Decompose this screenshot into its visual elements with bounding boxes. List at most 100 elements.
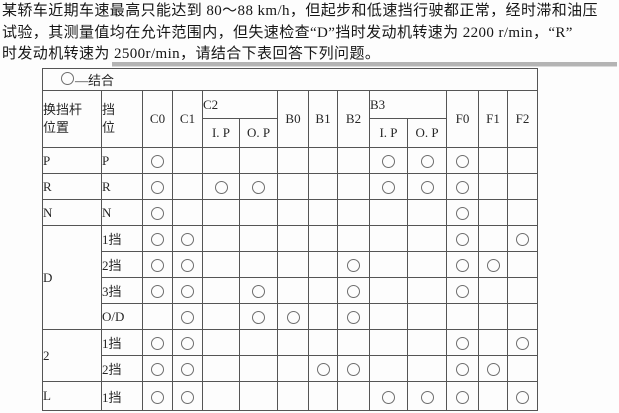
engaged-mark-cell <box>142 225 173 252</box>
engaged-mark-cell <box>202 173 240 200</box>
engaged-mark-cell <box>172 277 203 304</box>
table-row: D 1挡 <box>42 225 538 330</box>
engaged-circle-icon <box>347 363 360 377</box>
problem-line-2: 试验，其测量值均在允许范围内，但失速检查“D”挡时发动机转速为 2200 r/m… <box>2 24 573 41</box>
engaged-mark-cell <box>239 173 278 200</box>
engaged-circle-icon <box>420 181 434 195</box>
lever-cell: L <box>42 381 102 411</box>
empty-mark-cell <box>507 199 538 226</box>
empty-mark-cell <box>407 251 447 278</box>
engaged-circle-icon <box>151 207 164 221</box>
gear-cell: 2挡 <box>101 355 143 382</box>
gear-cell: 3挡 <box>101 277 143 304</box>
engaged-circle-icon <box>181 259 194 273</box>
empty-mark-cell <box>308 147 338 174</box>
empty-mark-cell <box>478 329 508 356</box>
engaged-circle-icon <box>456 259 469 273</box>
engaged-circle-icon <box>347 285 360 299</box>
gear-cell: R <box>101 173 143 200</box>
engaged-circle-icon <box>181 390 194 404</box>
engaged-mark-cell <box>142 147 173 174</box>
engaged-mark-cell <box>337 251 370 278</box>
engaged-mark-cell <box>172 355 203 382</box>
empty-mark-cell <box>337 225 370 252</box>
empty-mark-cell <box>407 199 447 226</box>
legend-row: —结合 <box>42 68 538 91</box>
engaged-mark-cell <box>478 251 508 278</box>
engaged-circle-icon <box>382 390 395 404</box>
engaged-mark-cell <box>369 147 408 174</box>
engaged-circle-icon <box>420 155 434 169</box>
header-c2-group: C2 <box>202 90 278 119</box>
engaged-circle-icon <box>347 311 360 325</box>
engaged-circle-icon <box>382 155 395 169</box>
table-row: 2挡 <box>43 355 538 382</box>
engaged-mark-cell <box>446 355 479 382</box>
gear-cell: O/D <box>101 303 143 330</box>
problem-text: 某轿车近期车速最高只能达到 80～88 km/h，但起步和低速挡行驶都正常，经时… <box>2 1 618 66</box>
header-c2-op: O. P <box>239 118 278 148</box>
engaged-circle-icon <box>151 363 164 377</box>
table-row: L 1挡 <box>42 381 538 411</box>
engaged-circle-icon <box>516 233 529 247</box>
empty-mark-cell <box>277 199 309 226</box>
empty-mark-cell <box>308 199 338 226</box>
empty-mark-cell <box>507 355 538 382</box>
engaged-circle-icon <box>151 233 164 247</box>
empty-mark-cell <box>239 225 278 252</box>
empty-mark-cell <box>202 199 240 226</box>
lever-cell: D <box>42 225 102 330</box>
empty-mark-cell <box>337 173 370 200</box>
header-c1: C1 <box>172 90 203 148</box>
engaged-mark-cell <box>446 381 479 411</box>
engaged-mark-cell <box>172 329 203 356</box>
header-lever-line1: 换挡杆 <box>43 102 83 117</box>
engaged-mark-cell <box>142 277 173 304</box>
engaged-mark-cell <box>369 173 408 200</box>
empty-mark-cell <box>172 199 203 226</box>
empty-mark-cell <box>478 199 508 226</box>
engaged-circle-icon <box>420 390 434 404</box>
empty-mark-cell <box>478 381 508 411</box>
engaged-circle-icon <box>151 155 164 169</box>
engaged-mark-cell <box>446 251 479 278</box>
engaged-mark-cell <box>478 355 508 382</box>
gear-cell: P <box>101 147 143 174</box>
engaged-circle-icon <box>516 337 529 351</box>
engaged-mark-cell <box>142 355 173 382</box>
empty-mark-cell <box>277 225 309 252</box>
empty-mark-cell <box>369 199 408 226</box>
engaged-circle-icon <box>382 181 395 195</box>
header-b3-op: O. P <box>407 118 447 148</box>
empty-mark-cell <box>308 173 338 200</box>
empty-mark-cell <box>202 303 240 330</box>
engaged-circle-icon <box>151 259 164 273</box>
empty-mark-cell <box>202 251 240 278</box>
engaged-mark-cell <box>369 381 408 411</box>
engaged-mark-cell <box>277 303 309 330</box>
engaged-circle-icon <box>252 311 265 325</box>
empty-mark-cell <box>308 277 338 304</box>
empty-mark-cell <box>277 173 309 200</box>
engaged-circle-icon <box>181 233 194 247</box>
empty-mark-cell <box>308 251 338 278</box>
empty-mark-cell <box>202 355 240 382</box>
empty-mark-cell <box>239 199 278 226</box>
empty-mark-cell <box>478 303 508 330</box>
engaged-mark-cell <box>172 251 203 278</box>
engaged-mark-cell <box>239 303 278 330</box>
empty-mark-cell <box>202 147 240 174</box>
engaged-mark-cell <box>507 225 538 252</box>
empty-mark-cell <box>239 355 278 382</box>
empty-mark-cell <box>507 251 538 278</box>
empty-mark-cell <box>407 303 447 330</box>
engaged-mark-cell <box>507 329 538 356</box>
engaged-circle-icon <box>286 311 300 325</box>
lever-cell: N <box>42 199 102 226</box>
engaged-circle-icon <box>456 207 469 221</box>
empty-mark-cell <box>478 225 508 252</box>
empty-mark-cell <box>369 355 408 382</box>
empty-mark-cell <box>277 355 309 382</box>
empty-mark-cell <box>308 329 338 356</box>
